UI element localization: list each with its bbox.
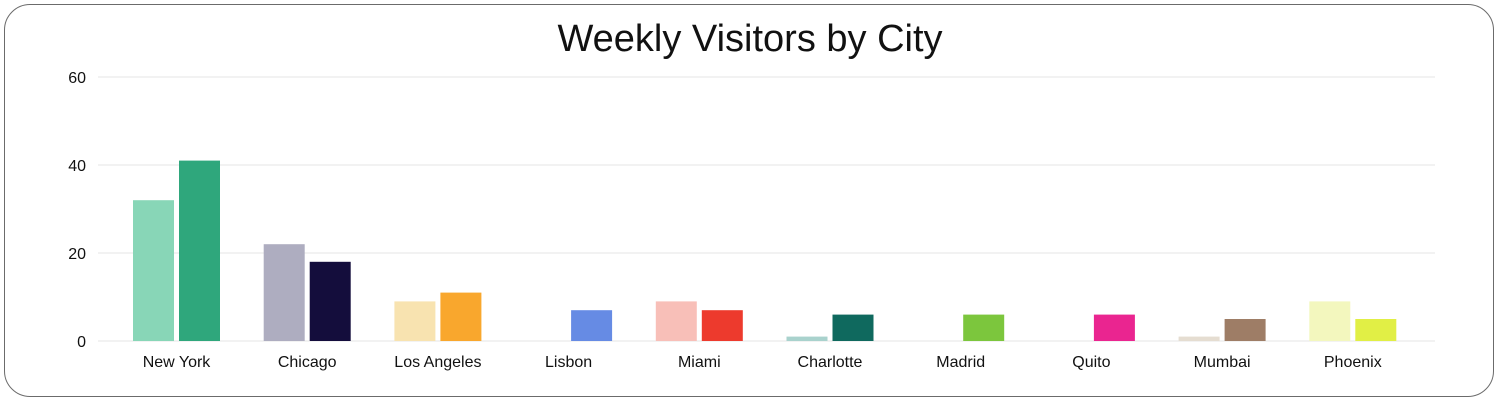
- y-axis-ticks: 0 20 40 60: [68, 70, 86, 351]
- x-tick-label: Phoenix: [1324, 354, 1382, 371]
- bar-charlotte-series-1: [786, 336, 828, 341]
- bar-chicago-series-1: [263, 244, 305, 341]
- bar-chicago-series-2: [309, 261, 351, 341]
- bar-phoenix-series-2: [1355, 319, 1397, 341]
- bar-los-angeles-series-2: [440, 292, 482, 341]
- x-tick-label: Chicago: [278, 354, 337, 371]
- x-tick-label: Mumbai: [1194, 354, 1251, 371]
- chart-title: Weekly Visitors by City: [557, 18, 943, 60]
- bars: [133, 160, 1397, 341]
- bar-new-york-series-2: [179, 160, 220, 341]
- bar-madrid-series-2: [963, 314, 1005, 341]
- bar-lisbon-series-2: [571, 310, 613, 341]
- x-tick-label: Quito: [1072, 354, 1110, 371]
- x-tick-label: Madrid: [936, 354, 985, 371]
- grid-lines: [98, 76, 1435, 342]
- x-tick-label: Charlotte: [798, 354, 863, 371]
- bar-phoenix-series-1: [1309, 301, 1351, 341]
- y-tick-label: 60: [68, 70, 86, 87]
- x-axis-labels: New York Chicago Los Angeles Lisbon Miami Cha…: [143, 354, 1382, 371]
- bar-new-york-series-1: [133, 200, 174, 341]
- bar-quito-series-2: [1093, 314, 1135, 341]
- y-tick-label: 20: [68, 246, 86, 263]
- x-tick-label: Los Angeles: [394, 354, 481, 371]
- bar-mumbai-series-2: [1224, 319, 1266, 341]
- y-tick-label: 40: [68, 158, 86, 175]
- bar-los-angeles-series-1: [394, 301, 436, 341]
- bar-charlotte-series-2: [832, 314, 874, 341]
- bar-miami-series-2: [701, 310, 743, 341]
- x-tick-label: New York: [143, 354, 212, 371]
- bar-mumbai-series-1: [1178, 336, 1220, 341]
- bar-miami-series-1: [655, 301, 697, 341]
- y-tick-label: 0: [77, 334, 86, 351]
- x-tick-label: Lisbon: [545, 354, 592, 371]
- x-tick-label: Miami: [678, 354, 721, 371]
